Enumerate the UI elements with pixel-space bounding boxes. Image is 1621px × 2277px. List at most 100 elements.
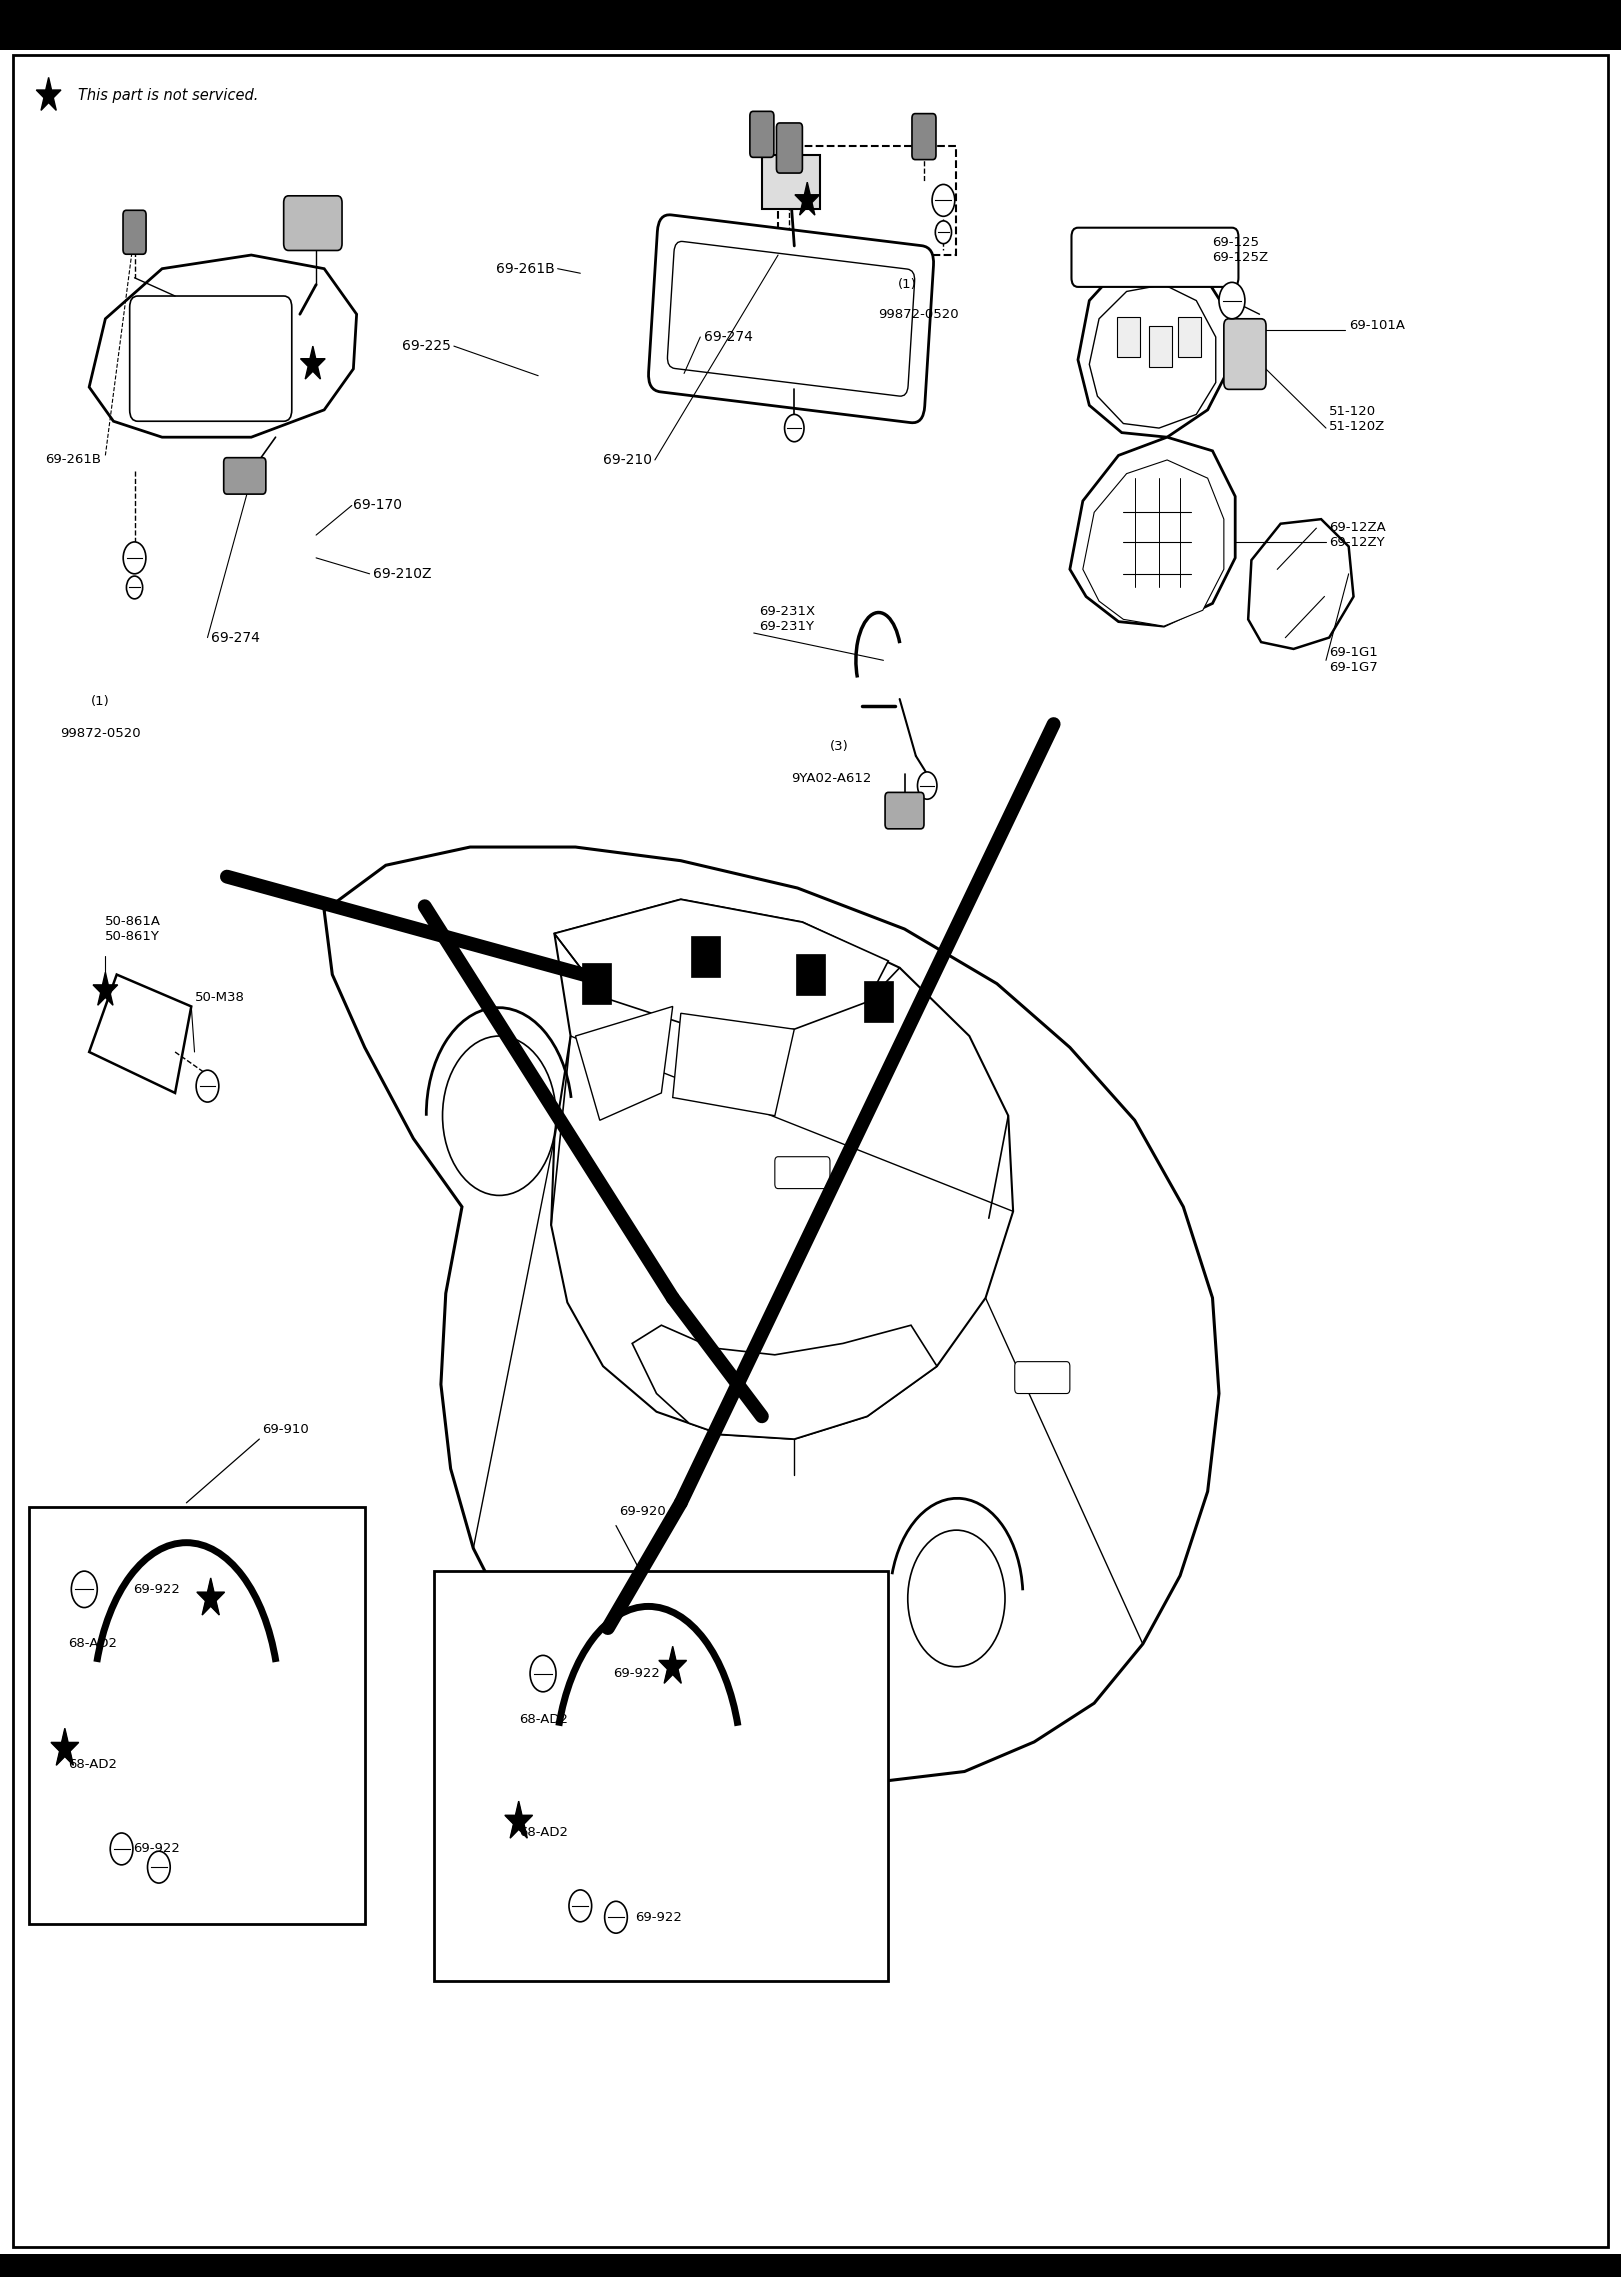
Text: 69-1G1
69-1G7: 69-1G1 69-1G7 [1329,647,1378,674]
FancyBboxPatch shape [1117,317,1140,357]
FancyBboxPatch shape [668,241,914,396]
FancyBboxPatch shape [864,981,893,1022]
Circle shape [71,1571,97,1608]
Text: 68-AD2: 68-AD2 [68,1637,117,1651]
FancyBboxPatch shape [1015,1362,1070,1394]
Circle shape [917,772,937,799]
Circle shape [126,576,143,599]
FancyBboxPatch shape [796,954,825,995]
FancyBboxPatch shape [1224,319,1266,389]
Circle shape [605,1901,627,1933]
Circle shape [123,542,146,574]
Polygon shape [575,1006,673,1120]
Text: 99872-0520: 99872-0520 [879,307,960,321]
Text: 69-922: 69-922 [133,1583,180,1596]
FancyBboxPatch shape [762,155,820,209]
FancyBboxPatch shape [778,146,956,255]
FancyBboxPatch shape [775,1157,830,1189]
Polygon shape [89,255,357,437]
Polygon shape [36,77,62,109]
Text: 69-261B: 69-261B [45,453,102,467]
FancyBboxPatch shape [0,2254,1621,2277]
FancyBboxPatch shape [885,792,924,829]
Text: 68-AD2: 68-AD2 [519,1712,567,1726]
Text: 69-922: 69-922 [133,1842,180,1856]
Text: 69-920: 69-920 [619,1505,666,1519]
Polygon shape [89,975,191,1093]
Circle shape [443,1036,556,1195]
Text: 69-922: 69-922 [613,1667,660,1680]
Circle shape [569,1890,592,1922]
Text: 69-210: 69-210 [603,453,652,467]
Text: (1): (1) [91,694,110,708]
Text: 51-120
51-120Z: 51-120 51-120Z [1329,405,1386,433]
Text: 50-M38: 50-M38 [195,990,245,1004]
FancyBboxPatch shape [130,296,292,421]
Polygon shape [794,182,820,214]
Circle shape [148,1851,170,1883]
FancyBboxPatch shape [751,112,773,157]
Circle shape [932,184,955,216]
Text: 69-210Z: 69-210Z [373,567,431,581]
Circle shape [785,414,804,442]
Polygon shape [1078,260,1229,437]
Text: 69-170: 69-170 [353,499,402,512]
Polygon shape [1248,519,1354,649]
FancyBboxPatch shape [776,123,802,173]
FancyBboxPatch shape [1178,317,1201,357]
Text: 69-225: 69-225 [402,339,451,353]
Polygon shape [324,847,1219,1781]
Polygon shape [551,899,1013,1439]
Polygon shape [506,1803,532,1835]
Text: This part is not serviced.: This part is not serviced. [78,89,258,102]
FancyBboxPatch shape [224,458,266,494]
Polygon shape [660,1649,686,1680]
Text: 69-261B: 69-261B [496,262,554,276]
FancyBboxPatch shape [29,1507,365,1924]
Text: 69-274: 69-274 [704,330,752,344]
Text: 69-125
69-125Z: 69-125 69-125Z [1213,237,1269,264]
Polygon shape [504,1801,533,1838]
Circle shape [196,1070,219,1102]
FancyBboxPatch shape [913,114,935,159]
Polygon shape [673,1013,794,1116]
Circle shape [530,1655,556,1692]
Text: 69-910: 69-910 [263,1423,310,1437]
Polygon shape [632,1325,937,1439]
Polygon shape [52,1731,78,1762]
FancyBboxPatch shape [1149,326,1172,367]
Text: 69-12ZA
69-12ZY: 69-12ZA 69-12ZY [1329,521,1386,549]
FancyBboxPatch shape [648,214,934,424]
Circle shape [110,1833,133,1865]
Circle shape [908,1530,1005,1667]
FancyBboxPatch shape [0,0,1621,50]
Text: 50-861A
50-861Y: 50-861A 50-861Y [105,915,162,943]
Polygon shape [196,1578,225,1614]
Polygon shape [92,972,118,1004]
FancyBboxPatch shape [123,209,146,255]
Polygon shape [1070,437,1235,626]
Polygon shape [300,346,326,378]
Circle shape [935,221,952,244]
Text: (1): (1) [898,278,917,291]
FancyBboxPatch shape [434,1571,888,1981]
Polygon shape [1089,285,1216,428]
Text: 68-AD2: 68-AD2 [68,1758,117,1772]
Polygon shape [50,1728,79,1765]
Text: 69-274: 69-274 [211,631,259,644]
Circle shape [1219,282,1245,319]
Text: 9YA02-A612: 9YA02-A612 [791,772,872,786]
FancyBboxPatch shape [284,196,342,250]
Text: 69-231X
69-231Y: 69-231X 69-231Y [759,606,815,633]
Polygon shape [554,899,888,1029]
FancyBboxPatch shape [582,963,611,1004]
Text: 68-AD2: 68-AD2 [519,1826,567,1840]
Polygon shape [1083,460,1224,626]
Text: 69-922: 69-922 [635,1910,682,1924]
FancyBboxPatch shape [1071,228,1238,287]
Polygon shape [198,1580,224,1612]
Text: 69-101A: 69-101A [1349,319,1405,332]
Text: (3): (3) [830,740,849,754]
Polygon shape [658,1646,687,1683]
Text: 99872-0520: 99872-0520 [60,726,141,740]
